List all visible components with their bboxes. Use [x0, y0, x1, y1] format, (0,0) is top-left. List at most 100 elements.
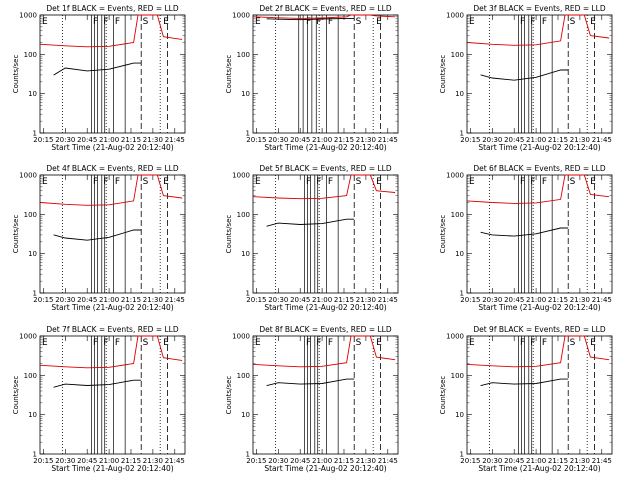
events-series [480, 227, 569, 237]
event-marker: E [469, 17, 475, 27]
event-marker: F [328, 17, 333, 27]
events-series [266, 378, 355, 386]
x-tick-label: 21:00 [312, 296, 332, 304]
y-tick-label: 1 [460, 290, 464, 298]
detector-panel-6: Det 6f BLACK = Events, RED = LLD 1 10 100 10… [439, 164, 613, 312]
y-tick-label: 100 [451, 372, 464, 380]
y-tick-label: 10 [28, 250, 37, 258]
event-marker: F [530, 17, 535, 27]
y-tick-label: 10 [455, 250, 464, 258]
plot-frame [466, 335, 613, 455]
x-tick-label: 20:30 [268, 457, 288, 465]
x-tick-label: 20:15 [460, 136, 480, 144]
x-tick-label: 21:00 [312, 136, 332, 144]
event-marker: E [42, 177, 48, 187]
panel-title: Det 2f BLACK = Events, RED = LLD [259, 4, 392, 13]
x-tick-label: 21:30 [570, 457, 590, 465]
event-marker: F [530, 338, 535, 348]
y-tick-label: 100 [451, 211, 464, 219]
plot-frame [466, 14, 613, 134]
event-marker: E [163, 17, 169, 27]
y-tick-label: 1000 [446, 333, 464, 341]
event-marker: S [143, 177, 149, 187]
event-marker: E [255, 177, 261, 187]
plot-frame [252, 174, 399, 294]
x-tick-label: 20:45 [290, 296, 310, 304]
x-tick-label: 20:30 [482, 136, 502, 144]
y-tick-label: 10 [241, 411, 250, 419]
x-tick-label: 20:45 [77, 296, 97, 304]
y-axis-label: Counts/sec [225, 376, 233, 415]
lld-series [253, 14, 396, 19]
event-marker: S [570, 17, 576, 27]
lld-series [253, 174, 396, 200]
y-axis-label: Counts/sec [439, 55, 447, 94]
plot-frame [252, 14, 399, 134]
y-tick-label: 1000 [232, 172, 250, 180]
detector-panel-8: Det 8f BLACK = Events, RED = LLD 1 10 100 10… [225, 325, 399, 473]
event-marker: F [520, 17, 525, 27]
y-axis-label: Counts/sec [225, 55, 233, 94]
panel-title: Det 1f BLACK = Events, RED = LLD [46, 4, 179, 13]
event-marker: E [590, 177, 596, 187]
event-marker: E [376, 177, 382, 187]
event-marker: F [306, 17, 311, 27]
x-tick-label: 20:30 [482, 457, 502, 465]
x-tick-label: 21:15 [548, 296, 568, 304]
panel-title: Det 4f BLACK = Events, RED = LLD [46, 164, 179, 173]
x-tick-label: 20:30 [482, 296, 502, 304]
x-tick-label: 21:45 [165, 136, 185, 144]
events-series [480, 69, 569, 81]
x-tick-label: 20:15 [246, 457, 266, 465]
event-marker: E [255, 338, 261, 348]
event-marker: F [103, 338, 108, 348]
y-axis-label: Counts/sec [12, 55, 20, 94]
x-tick-label: 21:45 [378, 296, 398, 304]
y-tick-label: 1 [33, 451, 37, 459]
y-axis-label: Counts/sec [12, 215, 20, 254]
event-marker: F [530, 177, 535, 187]
x-tick-label: 20:15 [460, 296, 480, 304]
x-axis-label: Start Time (21-Aug-02 20:12:40) [51, 303, 173, 312]
y-tick-label: 100 [24, 211, 37, 219]
event-marker: E [42, 17, 48, 27]
event-marker: F [93, 338, 98, 348]
detector-panel-7: Det 7f BLACK = Events, RED = LLD 1 10 100 10… [12, 325, 186, 473]
x-axis-label: Start Time (21-Aug-02 20:12:40) [264, 303, 386, 312]
x-tick-label: 20:15 [460, 457, 480, 465]
panel-title: Det 9f BLACK = Events, RED = LLD [473, 325, 606, 334]
y-tick-label: 10 [455, 411, 464, 419]
y-tick-label: 10 [241, 250, 250, 258]
event-marker: F [542, 338, 547, 348]
x-tick-label: 21:45 [592, 457, 612, 465]
event-marker: S [143, 338, 149, 348]
x-tick-label: 21:00 [526, 136, 546, 144]
plot-frame [39, 174, 186, 294]
event-marker: E [42, 338, 48, 348]
events-series [53, 379, 142, 388]
event-marker: E [255, 17, 261, 27]
events-series [53, 229, 142, 241]
y-tick-label: 1000 [19, 333, 37, 341]
panel-title: Det 8f BLACK = Events, RED = LLD [259, 325, 392, 334]
event-marker: F [520, 338, 525, 348]
y-tick-label: 100 [451, 51, 464, 59]
event-marker: E [590, 338, 596, 348]
x-tick-label: 20:45 [504, 457, 524, 465]
events-series [266, 17, 355, 21]
panel-title: Det 3f BLACK = Events, RED = LLD [473, 4, 606, 13]
y-tick-label: 1000 [19, 12, 37, 20]
event-marker: F [316, 17, 321, 27]
y-tick-label: 1000 [232, 333, 250, 341]
x-tick-label: 21:00 [526, 296, 546, 304]
x-tick-label: 21:15 [548, 136, 568, 144]
x-axis-label: Start Time (21-Aug-02 20:12:40) [478, 464, 600, 473]
x-tick-label: 21:30 [356, 296, 376, 304]
x-tick-label: 20:45 [290, 136, 310, 144]
detector-panel-5: Det 5f BLACK = Events, RED = LLD 1 10 100 10… [225, 164, 399, 312]
y-tick-label: 1 [246, 451, 250, 459]
lld-series [467, 174, 610, 204]
y-tick-label: 1 [246, 130, 250, 138]
event-marker: F [93, 177, 98, 187]
x-tick-label: 21:00 [99, 296, 119, 304]
